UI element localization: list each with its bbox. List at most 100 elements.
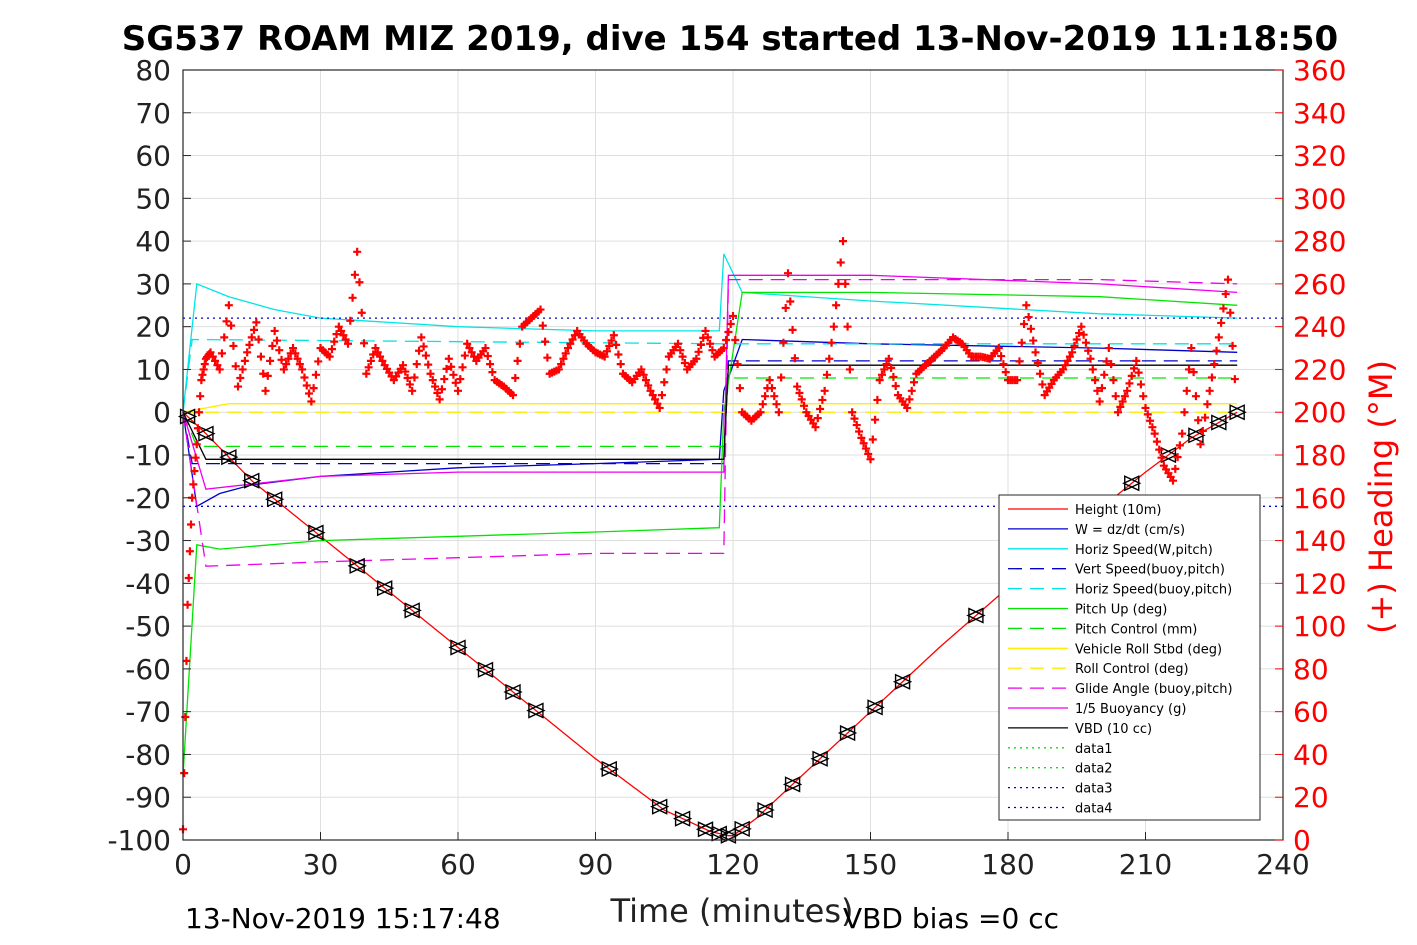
- heading-point: [431, 382, 440, 391]
- heading-point: [348, 293, 357, 302]
- heading-point: [694, 347, 703, 356]
- y-right-tick-label: 40: [1293, 738, 1329, 771]
- heading-point: [183, 600, 192, 609]
- heading-point: [788, 325, 797, 334]
- heading-point: [1226, 308, 1235, 317]
- y-ticks: 80 70 60 50 40 30 20 10 0 -10 -20 -30 -40 -50 -60 -70 -8…: [107, 54, 191, 857]
- series-vehicle-roll-stbd-deg: [182, 403, 1238, 413]
- heading-point: [236, 374, 245, 382]
- heading-point: [1100, 370, 1109, 379]
- y-right-tick-label: 180: [1293, 439, 1346, 472]
- heading-point: [866, 455, 875, 464]
- y-tick-label: 60: [135, 140, 171, 173]
- heading-point: [564, 344, 572, 353]
- heading-point: [614, 350, 623, 359]
- heading-point: [1173, 453, 1182, 462]
- heading-point: [1189, 368, 1198, 377]
- heading-point: [240, 356, 249, 365]
- heading-point: [1086, 354, 1095, 363]
- y-right-tick-label: 140: [1293, 525, 1346, 558]
- heading-point: [408, 386, 417, 395]
- heading-point: [1079, 330, 1088, 339]
- dive-marker: [755, 801, 773, 819]
- heading-point: [295, 360, 304, 369]
- y-right-tick-label: 240: [1293, 311, 1346, 344]
- heading-point: [1026, 324, 1035, 333]
- dive-marker: [306, 524, 324, 541]
- heading-point: [275, 346, 284, 355]
- heading-point: [449, 370, 458, 379]
- heading-point: [460, 351, 469, 360]
- y-right-tick-label: 260: [1293, 268, 1346, 301]
- heading-point: [437, 385, 446, 394]
- heading-point: [1061, 361, 1070, 370]
- heading-point: [877, 370, 886, 379]
- heading-point: [1116, 402, 1125, 411]
- y-right-tick-label: 120: [1293, 567, 1346, 600]
- heading-point: [1132, 356, 1141, 365]
- y-right-tick-label: 280: [1293, 225, 1346, 258]
- legend-label: Vert Speed(buoy,pitch): [1075, 563, 1225, 578]
- heading-point: [696, 340, 705, 349]
- dive-marker: [526, 702, 544, 719]
- dive-marker: [672, 810, 691, 827]
- y-right-tick-label: 220: [1293, 353, 1346, 386]
- heading-point: [353, 247, 362, 256]
- heading-point: [1075, 329, 1084, 338]
- heading-point: [829, 322, 838, 331]
- heading-point: [875, 376, 884, 385]
- heading-point: [554, 365, 563, 374]
- heading-point: [483, 352, 492, 361]
- heading-point: [813, 414, 822, 423]
- y-tick-label: -40: [125, 567, 171, 600]
- heading-point: [252, 318, 261, 327]
- dive-marker: [177, 408, 196, 425]
- heading-point: [882, 360, 891, 369]
- heading-point: [1109, 376, 1118, 385]
- heading-point: [1070, 341, 1079, 350]
- x-tick-label: 30: [303, 848, 339, 881]
- heading-point: [268, 341, 277, 350]
- heading-point: [277, 355, 286, 364]
- heading-point: [302, 381, 311, 390]
- y-ticks-right: 3603403203002802602402202001801601401201…: [1275, 54, 1346, 857]
- heading-point: [733, 360, 742, 369]
- heading-point: [467, 348, 476, 357]
- chart-title: SG537 ROAM MIZ 2019, dive 154 started 13…: [122, 19, 1338, 59]
- heading-point: [458, 363, 467, 372]
- legend-label: data3: [1075, 782, 1113, 797]
- dive-marker: [196, 425, 214, 442]
- heading-point: [376, 352, 385, 361]
- heading-point: [1118, 397, 1127, 406]
- heading-point: [1187, 344, 1196, 353]
- heading-point: [1088, 365, 1097, 374]
- heading-point: [325, 352, 334, 361]
- heading-point: [910, 378, 919, 387]
- heading-point: [435, 395, 444, 404]
- heading-point: [616, 360, 625, 369]
- heading-point: [270, 326, 279, 335]
- heading-point: [334, 322, 343, 331]
- heading-point: [557, 360, 566, 369]
- heading-point: [405, 380, 414, 389]
- heading-point: [1141, 403, 1150, 412]
- heading-point: [871, 415, 880, 424]
- heading-point: [834, 279, 843, 288]
- heading-point: [708, 346, 717, 355]
- heading-point: [190, 467, 199, 476]
- dive-marker: [599, 760, 617, 778]
- heading-point: [566, 339, 575, 348]
- heading-point: [536, 305, 545, 314]
- legend: Height (10m) W = dz/dt (cm/s) Horiz Speed(…: [998, 494, 1261, 821]
- heading-point: [215, 365, 224, 374]
- dive-marker: [503, 683, 521, 701]
- heading-point: [1020, 319, 1029, 328]
- heading-point: [1169, 476, 1177, 485]
- heading-point: [1212, 346, 1221, 355]
- heading-point: [605, 341, 614, 350]
- heading-point: [419, 342, 428, 351]
- heading-point: [703, 333, 712, 342]
- heading-point: [1084, 346, 1093, 355]
- dive-marker: [1122, 475, 1140, 492]
